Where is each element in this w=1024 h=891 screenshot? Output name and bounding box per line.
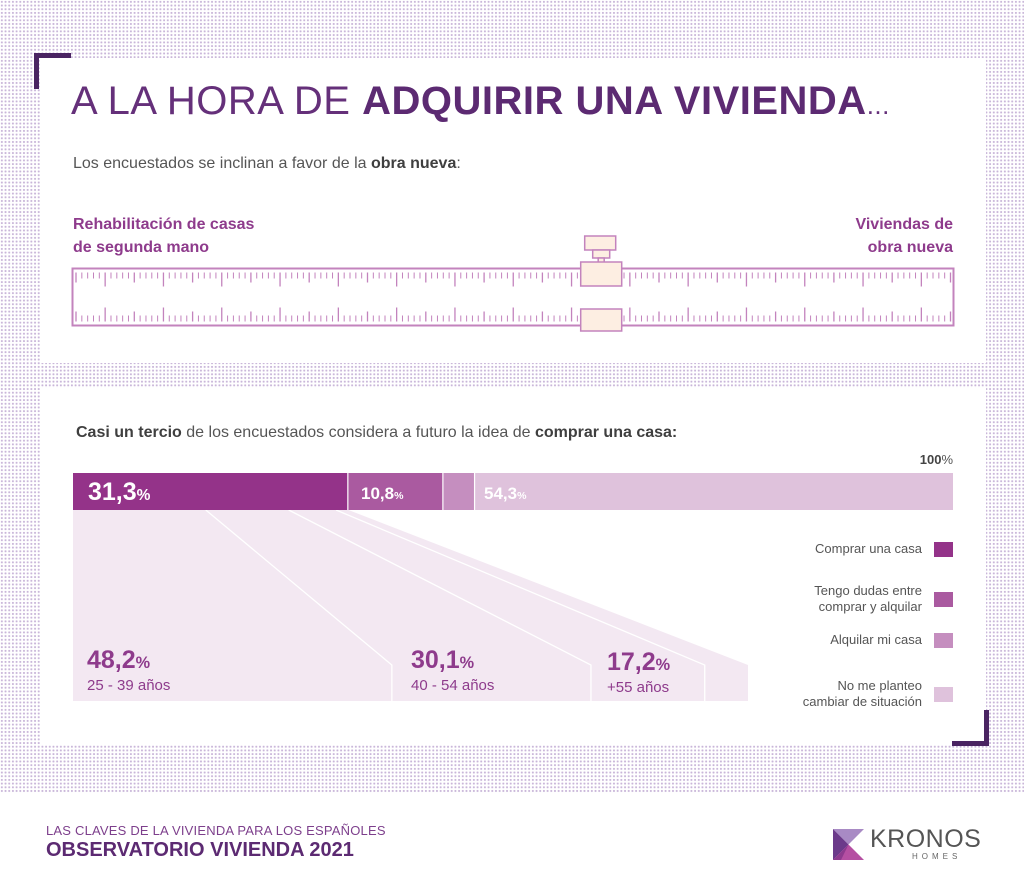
bar-label-dudas-value: 10,8 — [361, 484, 395, 503]
bar-segment-2 — [443, 473, 474, 510]
question-bold-2: comprar una casa: — [534, 424, 678, 441]
legend-text: Comprar una casa — [815, 541, 922, 557]
legend-item-alquilar: Alquilar mi casa — [733, 632, 953, 648]
legend-text: No me planteo cambiar de situación — [803, 678, 922, 710]
legend-line1: Tengo dudas entre — [814, 583, 922, 598]
section2-question: Casi un tercio de los encuestados consid… — [76, 424, 677, 442]
ruler-ticks — [75, 272, 952, 322]
kronos-homes-logo: KRONOS HOMES — [833, 825, 981, 861]
footer-title: OBSERVATORIO VIVIENDA 2021 — [46, 839, 354, 861]
title-light: A LA HORA DE — [71, 79, 351, 123]
legend-line1: No me planteo — [837, 678, 922, 693]
bar-label-dudas: 10,8% — [361, 484, 403, 504]
age-value-num: 17,2 — [607, 648, 656, 676]
ruler-left-label-line2: de segunda mano — [73, 239, 210, 256]
legend-swatch-comprar — [934, 541, 953, 557]
age-group-value: 17,2% — [607, 648, 670, 679]
legend-text: Alquilar mi casa — [830, 632, 922, 648]
age-group-label: 25 - 39 años — [87, 677, 171, 694]
legend-swatch-dudas — [934, 591, 953, 607]
age-group-label: +55 años — [607, 679, 670, 696]
corner-bracket-top-left — [34, 53, 71, 58]
bar-segment-3 — [475, 473, 953, 510]
age-group-label: 40 - 54 años — [411, 677, 495, 694]
ruler-frame — [71, 267, 955, 327]
ruler-left-label: Rehabilitación de casas de segunda mano — [73, 213, 254, 259]
title-ellipsis: ... — [866, 90, 890, 120]
age-value-num: 48,2 — [87, 646, 136, 674]
legend-line2: comprar y alquilar — [818, 599, 922, 614]
bar-label-no-cambio-unit: % — [517, 490, 527, 502]
bar-segment-0 — [73, 473, 348, 510]
page-title: A LA HORA DE ADQUIRIR UNA VIVIENDA... — [71, 79, 890, 124]
age-group-40-54: 30,1% 40 - 54 años — [411, 646, 494, 695]
ruler-slider[interactable] — [579, 235, 623, 332]
subtitle-prefix: Los encuestados se inclinan a favor de l… — [73, 155, 367, 172]
ruler-right-label: Viviendas de obra nueva — [855, 213, 953, 259]
ruler-right-label-line2: obra nueva — [867, 239, 953, 256]
age-value-unit: % — [459, 654, 475, 672]
legend-line1: Comprar una casa — [815, 541, 922, 556]
legend-line1: Alquilar mi casa — [830, 632, 922, 647]
section1-subtitle: Los encuestados se inclinan a favor de l… — [73, 155, 461, 173]
age-value-unit: % — [655, 656, 671, 674]
bar-segment-1 — [348, 473, 443, 510]
question-bold-1: Casi un tercio — [76, 424, 182, 441]
age-group-25-39: 48,2% 25 - 39 años — [87, 646, 170, 695]
bar-label-comprar-unit: % — [136, 487, 151, 504]
bar-label-comprar: 31,3% — [88, 478, 150, 507]
subtitle-suffix: : — [456, 155, 461, 172]
footer-subtitle: LAS CLAVES DE LA VIVIENDA PARA LOS ESPAÑ… — [46, 823, 386, 838]
age-group-55-plus: 17,2% +55 años — [607, 648, 670, 697]
legend-swatch-alquilar — [934, 632, 953, 648]
age-group-value: 48,2% — [87, 646, 170, 677]
kronos-logo-icon — [833, 829, 864, 860]
logo-subword: HOMES — [912, 852, 962, 861]
bar-label-no-cambio-value: 54,3 — [484, 484, 518, 503]
slider-lower-block — [579, 308, 623, 332]
subtitle-bold: obra nueva — [370, 155, 457, 172]
bar-label-dudas-unit: % — [394, 490, 404, 502]
funnel-area — [73, 510, 748, 701]
funnel-divider-1 — [288, 509, 592, 701]
age-group-value: 30,1% — [411, 646, 494, 677]
title-bold: ADQUIRIR UNA VIVIENDA — [362, 79, 867, 123]
corner-bracket-bottom-right — [952, 741, 989, 746]
total-label: 100% — [920, 452, 953, 467]
legend-item-dudas: Tengo dudas entre comprar y alquilar — [733, 583, 953, 615]
ruler-right-label-line1: Viviendas de — [855, 216, 953, 233]
total-value: 100 — [919, 452, 942, 467]
total-unit: % — [941, 452, 953, 467]
logo-wordmark: KRONOS — [870, 825, 982, 853]
legend-item-no-cambio: No me planteo cambiar de situación — [733, 678, 953, 710]
legend-line2: cambiar de situación — [802, 694, 922, 709]
bar-label-no-cambio: 54,3% — [484, 484, 526, 504]
slider-upper-block — [579, 261, 623, 287]
legend-text: Tengo dudas entre comprar y alquilar — [814, 583, 922, 615]
question-mid: de los encuestados considera a futuro la… — [186, 424, 531, 441]
bar-label-comprar-value: 31,3 — [88, 478, 137, 506]
funnel-divider-0 — [205, 509, 393, 701]
legend-swatch-no-cambio — [934, 686, 953, 702]
age-value-unit: % — [135, 654, 151, 672]
age-value-num: 30,1 — [411, 646, 460, 674]
age-funnel — [73, 509, 748, 701]
stacked-bar — [73, 473, 953, 510]
corner-bracket-top-left-vertical — [34, 53, 39, 89]
ruler-left-label-line1: Rehabilitación de casas — [73, 216, 255, 233]
corner-bracket-bottom-right-vertical — [984, 710, 989, 746]
funnel-divider-2 — [335, 509, 706, 701]
legend-item-comprar: Comprar una casa — [733, 541, 953, 557]
